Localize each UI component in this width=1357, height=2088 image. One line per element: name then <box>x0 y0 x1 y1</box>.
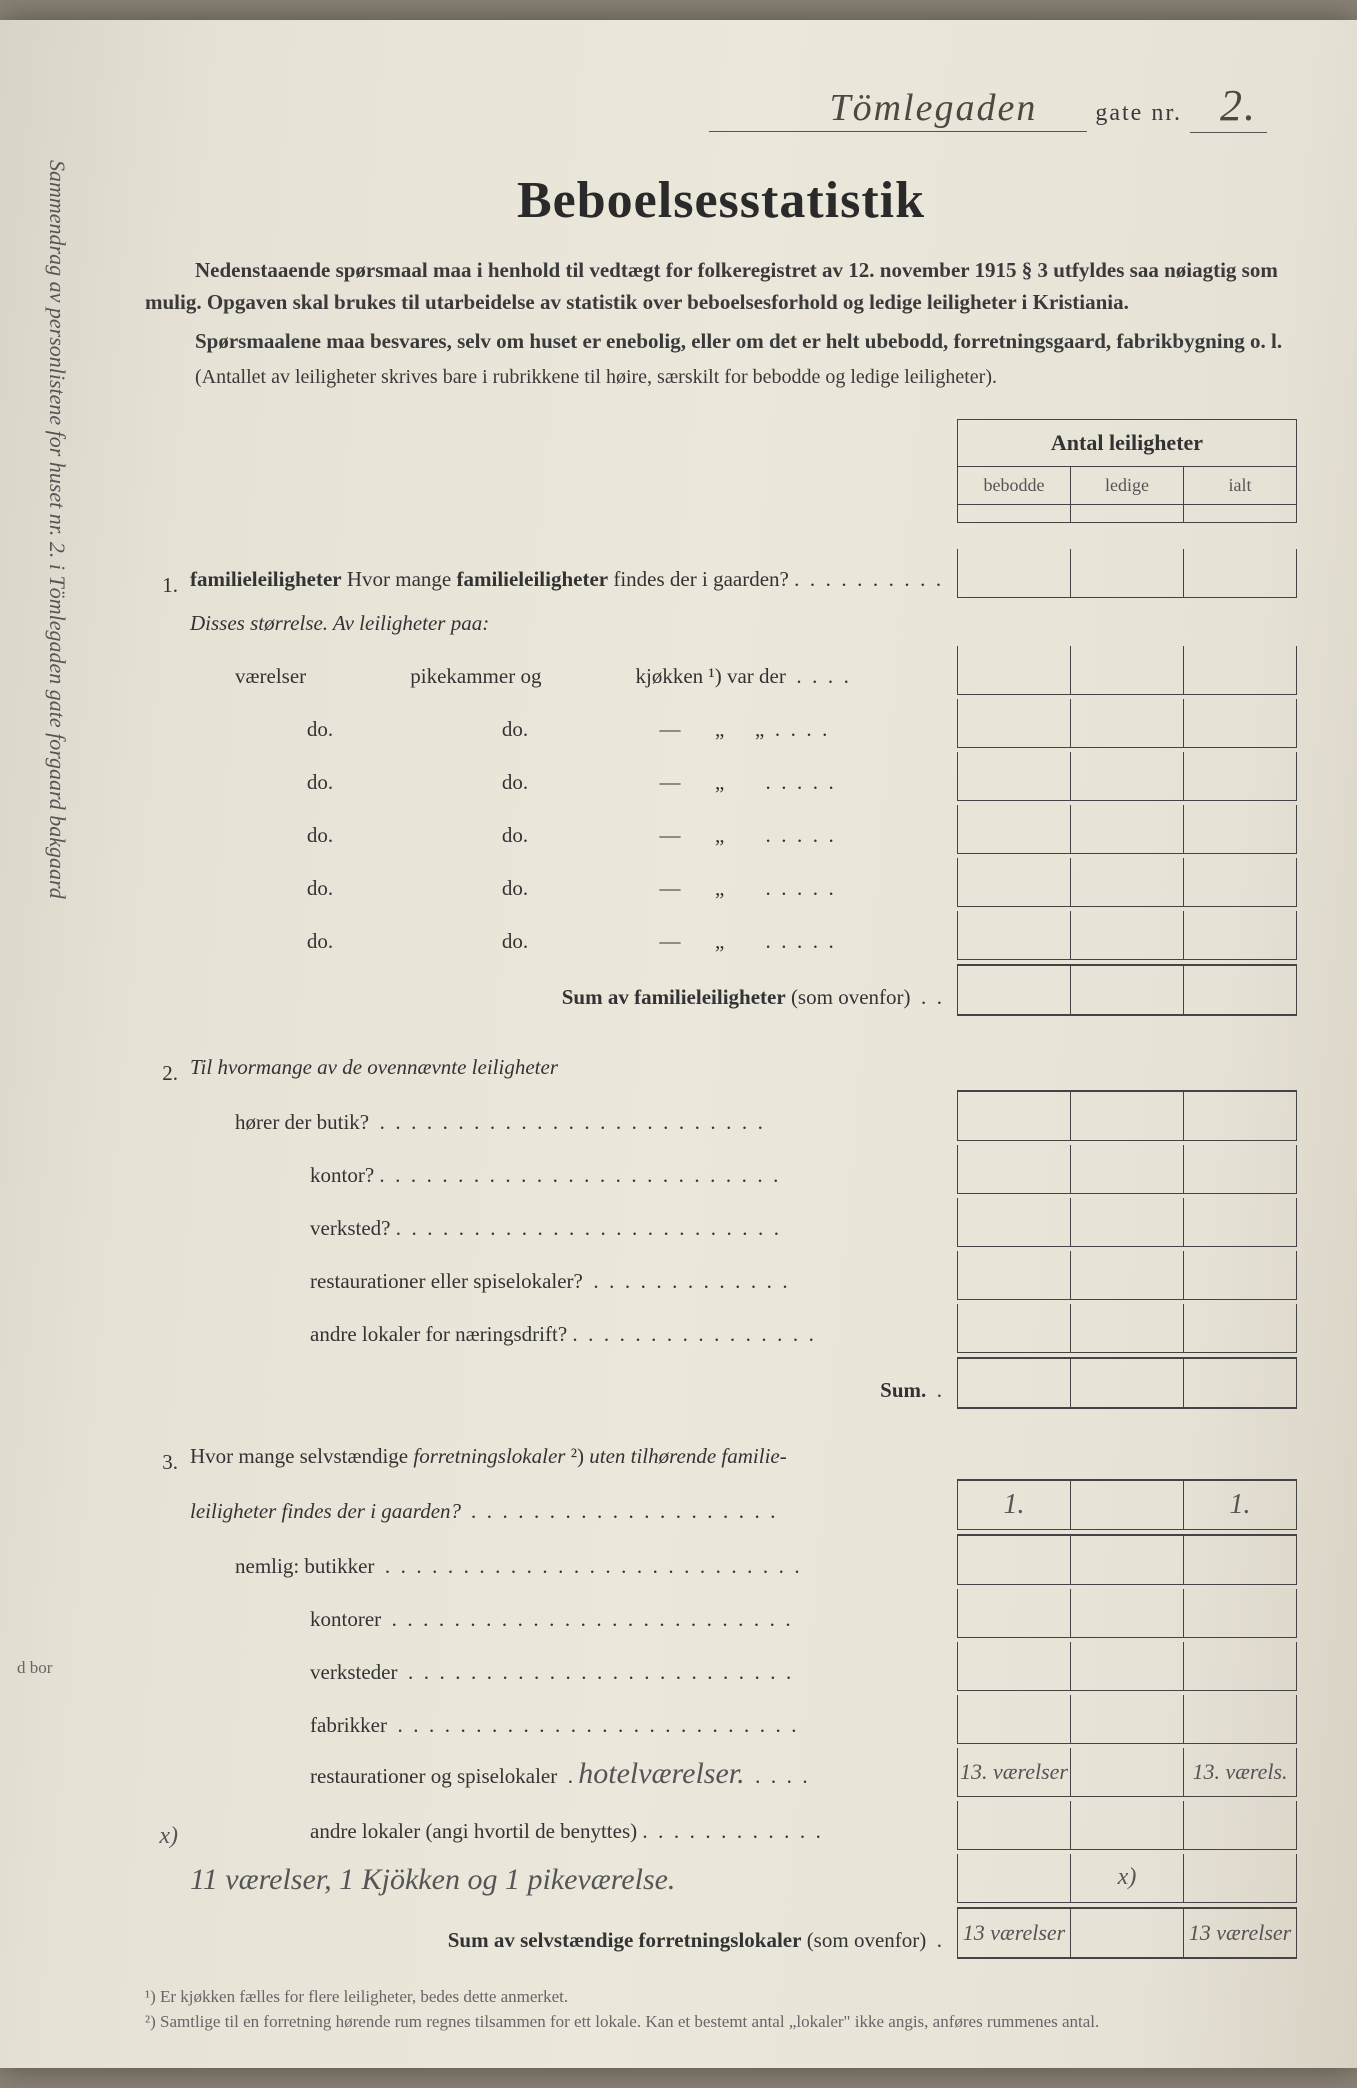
q1-sub-text: Disses størrelse. Av leiligheter paa: <box>190 611 957 642</box>
q3-sum-ledige: x) <box>1071 1854 1184 1902</box>
footnotes: ¹) Er kjøkken fælles for flere leilighet… <box>145 1984 1297 2035</box>
intro-para-1: Nedenstaaende spørsmaal maa i henhold ti… <box>145 255 1297 318</box>
q1-row: 1. familieleiligheter Hvor mange familie… <box>145 549 1297 598</box>
q2-item-3: restaurationer eller spiselokaler? . . .… <box>145 1251 1297 1300</box>
q2-item-0: hører der butik? . . . . . . . . . . . .… <box>145 1090 1297 1141</box>
table-header-title: Antal leiligheter <box>957 419 1297 466</box>
q1-cells <box>957 549 1297 598</box>
q1-do-5: do.do.—„ . . . . . <box>145 911 1297 960</box>
gate-nr-label: gate nr. <box>1095 100 1182 126</box>
q3-row-2: leiligheter findes der i gaarden? . . . … <box>145 1479 1297 1530</box>
form-area: Antal leiligheter bebodde ledige ialt 1.… <box>145 419 1297 2035</box>
q3-hw-note: 11 værelser, 1 Kjökken og 1 pikeværelse. <box>190 1863 957 1903</box>
street-name-handwritten: Tömlegaden <box>709 87 1087 132</box>
q3-item-0: nemlig: butikker . . . . . . . . . . . .… <box>145 1534 1297 1585</box>
q2-item-2: verksted? . . . . . . . . . . . . . . . … <box>145 1198 1297 1247</box>
table-header: Antal leiligheter bebodde ledige ialt <box>957 419 1297 523</box>
col-ledige: ledige <box>1071 467 1184 504</box>
left-margin-text: Sammendrag av personlistene for huset nr… <box>30 160 70 1860</box>
q1-do-4: do.do.—„ . . . . . <box>145 858 1297 907</box>
q1-size-cells-1 <box>957 646 1297 695</box>
q1-text: familieleiligheter Hvor mange familielei… <box>190 567 957 598</box>
q2-item-1: kontor? . . . . . . . . . . . . . . . . … <box>145 1145 1297 1194</box>
q1-sum: Sum av familieleiligheter (som ovenfor) … <box>145 964 1297 1016</box>
intro-para-2: Spørsmaalene maa besvares, selv om huset… <box>145 326 1297 358</box>
q3-handwritten-line: 11 værelser, 1 Kjökken og 1 pikeværelse.… <box>145 1854 1297 1903</box>
q1-sub: Disses størrelse. Av leiligheter paa: <box>145 602 1297 642</box>
q1-do-2: do.do.—„ . . . . . <box>145 752 1297 801</box>
q3-rest-ialt: 13. værels. <box>1184 1748 1296 1796</box>
q3-rest-handwritten: hotelværelser. <box>578 1757 744 1790</box>
q3-sum: Sum av selvstændige forretningslokaler (… <box>145 1907 1297 1959</box>
street-line: Tömlegaden gate nr. 2. <box>145 80 1297 131</box>
q3-item-3: fabrikker . . . . . . . . . . . . . . . … <box>145 1695 1297 1744</box>
q1-do-3: do.do.—„ . . . . . <box>145 805 1297 854</box>
q3-text-2: leiligheter findes der i gaarden? . . . … <box>190 1499 957 1530</box>
street-number-handwritten: 2. <box>1190 81 1267 133</box>
q3-top-bebodde: 1. <box>958 1481 1071 1529</box>
col-ialt: ialt <box>1184 467 1296 504</box>
q1-num: 1. <box>145 573 190 598</box>
page-title: Beboelsesstatistik <box>145 171 1297 230</box>
q3-sum-bebodde: 13 værelser <box>958 1909 1071 1957</box>
document-page: Sammendrag av personlistene for huset nr… <box>0 20 1357 2068</box>
table-header-blank <box>957 505 1297 523</box>
footnote-1: ¹) Er kjøkken fælles for flere leilighet… <box>145 1984 1297 2010</box>
q3-item-2: verksteder . . . . . . . . . . . . . . .… <box>145 1642 1297 1691</box>
table-header-cols: bebodde ledige ialt <box>957 466 1297 505</box>
footnote-2: ²) Samtlige til en forretning hørende ru… <box>145 2009 1297 2035</box>
q3-item-5: x) andre lokaler (angi hvortil de benytt… <box>145 1801 1297 1850</box>
q1-size-header: værelser pikekammer og kjøkken ¹) var de… <box>145 646 1297 695</box>
q3-sum-ialt: 13 værelser <box>1184 1909 1296 1957</box>
q3-top-ialt: 1. <box>1184 1481 1296 1529</box>
q3-item-1: kontorer . . . . . . . . . . . . . . . .… <box>145 1589 1297 1638</box>
left-edge-label: d bor <box>17 1658 52 1678</box>
q3-text-1: Hvor mange selvstændige forretningslokal… <box>190 1444 957 1475</box>
q3-row-1: 3. Hvor mange selvstændige forretningslo… <box>145 1443 1297 1475</box>
q3-item-4: restaurationer og spiselokaler . hotelvæ… <box>145 1748 1297 1797</box>
q1-size-cols: værelser pikekammer og kjøkken ¹) var de… <box>190 664 957 695</box>
q3-note-left: x) <box>145 1823 190 1850</box>
q2-row: 2. Til hvormange av de ovennævnte leilig… <box>145 1050 1297 1086</box>
q2-text: Til hvormange av de ovennævnte leilighet… <box>190 1055 957 1086</box>
intro-note: (Antallet av leiligheter skrives bare i … <box>145 366 1297 389</box>
questions: 1. familieleiligheter Hvor mange familie… <box>145 419 1297 2035</box>
q3-rest-bebodde: 13. værelser <box>958 1748 1071 1796</box>
q1-do-1: do.do.—„„ . . . . <box>145 699 1297 748</box>
q2-sum: Sum. . <box>145 1357 1297 1409</box>
content-area: Tömlegaden gate nr. 2. Beboelsesstatisti… <box>145 80 1297 2028</box>
col-bebodde: bebodde <box>958 467 1071 504</box>
q2-item-4: andre lokaler for næringsdrift? . . . . … <box>145 1304 1297 1353</box>
